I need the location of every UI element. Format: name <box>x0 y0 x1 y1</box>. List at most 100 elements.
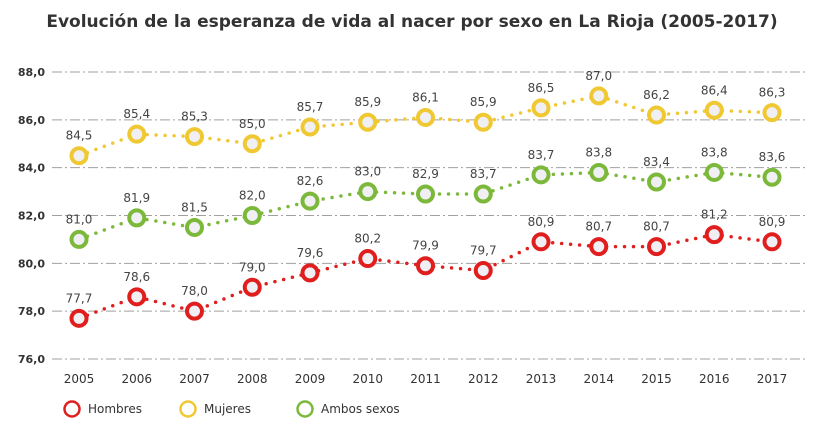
y-tick-label: 80,0 <box>18 257 45 270</box>
data-label: 80,7 <box>643 220 670 234</box>
data-label: 77,7 <box>66 291 93 305</box>
data-point <box>300 191 320 211</box>
data-label: 86,2 <box>643 88 670 102</box>
data-label: 87,0 <box>585 69 612 83</box>
data-point <box>531 232 551 252</box>
data-point <box>69 308 89 328</box>
data-point <box>647 172 666 192</box>
y-tick-label: 76,0 <box>18 353 45 366</box>
data-label: 81,9 <box>123 191 150 205</box>
data-label: 83,8 <box>701 145 728 159</box>
x-tick-label: 2007 <box>179 372 210 386</box>
data-label: 81,0 <box>66 212 93 226</box>
data-point <box>473 261 493 281</box>
data-point <box>416 256 435 276</box>
legend-marker <box>179 400 197 418</box>
data-point <box>300 263 320 283</box>
data-point <box>69 146 89 166</box>
y-tick-label: 78,0 <box>18 305 45 318</box>
data-label: 83,8 <box>585 145 612 159</box>
data-label: 79,0 <box>239 260 266 274</box>
data-label: 78,6 <box>123 270 150 284</box>
data-point <box>531 165 551 185</box>
data-point <box>242 206 262 225</box>
data-point <box>242 277 262 297</box>
data-label: 85,0 <box>239 117 266 131</box>
legend-label: Hombres <box>88 402 142 416</box>
data-point <box>473 112 493 132</box>
data-point <box>242 134 262 154</box>
y-tick-label: 88,0 <box>18 66 45 79</box>
data-point <box>473 184 493 204</box>
chart-title: Evolución de la esperanza de vida al nac… <box>46 12 777 32</box>
data-point <box>704 162 724 182</box>
data-point <box>69 229 89 249</box>
x-tick-label: 2009 <box>295 372 326 386</box>
y-tick-label: 84,0 <box>18 162 45 175</box>
data-label: 80,7 <box>585 220 612 234</box>
y-tick-label: 86,0 <box>18 114 45 127</box>
data-point <box>531 98 551 118</box>
data-label: 85,3 <box>181 110 208 124</box>
data-point <box>358 249 378 269</box>
x-tick-label: 2016 <box>699 372 730 386</box>
x-tick-label: 2013 <box>526 372 557 386</box>
data-point <box>300 117 320 137</box>
data-point <box>704 100 724 120</box>
data-label: 84,5 <box>66 129 93 143</box>
x-tick-label: 2012 <box>468 372 499 386</box>
x-tick-label: 2005 <box>64 372 95 386</box>
data-label: 78,0 <box>181 284 208 298</box>
y-tick-label: 82,0 <box>18 210 45 223</box>
data-point <box>647 105 666 125</box>
data-label: 82,0 <box>239 189 266 203</box>
data-point <box>185 217 204 237</box>
data-point <box>589 86 609 106</box>
data-point <box>127 208 147 228</box>
data-label: 82,6 <box>297 174 324 188</box>
data-point <box>185 127 204 147</box>
data-label: 83,0 <box>354 165 381 179</box>
data-label: 83,7 <box>528 148 555 162</box>
data-point <box>185 301 204 321</box>
x-tick-label: 2010 <box>352 372 383 386</box>
data-label: 86,5 <box>528 81 555 95</box>
x-tick-label: 2017 <box>757 372 788 386</box>
data-point <box>416 184 435 204</box>
data-label: 83,7 <box>470 167 497 181</box>
x-tick-label: 2011 <box>410 372 441 386</box>
data-label: 86,4 <box>701 83 728 97</box>
data-label: 83,6 <box>759 150 786 164</box>
x-tick-label: 2015 <box>641 372 672 386</box>
data-label: 85,7 <box>297 100 324 114</box>
data-point <box>589 162 609 182</box>
data-point <box>127 124 147 144</box>
data-label: 83,4 <box>643 155 670 169</box>
data-point <box>589 237 609 257</box>
data-label: 79,9 <box>412 239 439 253</box>
data-label: 80,9 <box>759 215 786 229</box>
data-label: 85,9 <box>470 95 497 109</box>
data-label: 82,9 <box>412 167 439 181</box>
data-point <box>647 237 666 257</box>
legend-marker <box>63 400 81 418</box>
data-label: 86,3 <box>759 86 786 100</box>
data-point <box>762 232 782 252</box>
data-point <box>358 182 378 202</box>
data-label: 80,2 <box>354 232 381 246</box>
data-label: 79,6 <box>297 246 324 260</box>
data-point <box>358 112 378 132</box>
data-label: 86,1 <box>412 90 439 104</box>
data-point <box>762 103 782 123</box>
x-tick-label: 2014 <box>583 372 614 386</box>
data-label: 85,4 <box>123 107 150 121</box>
data-point <box>704 225 724 245</box>
data-label: 79,7 <box>470 244 497 258</box>
legend-label: Ambos sexos <box>321 402 400 416</box>
data-point <box>416 107 435 127</box>
data-label: 81,2 <box>701 208 728 222</box>
data-label: 81,5 <box>181 200 208 214</box>
legend-label: Mujeres <box>204 402 251 416</box>
data-point <box>762 167 782 187</box>
